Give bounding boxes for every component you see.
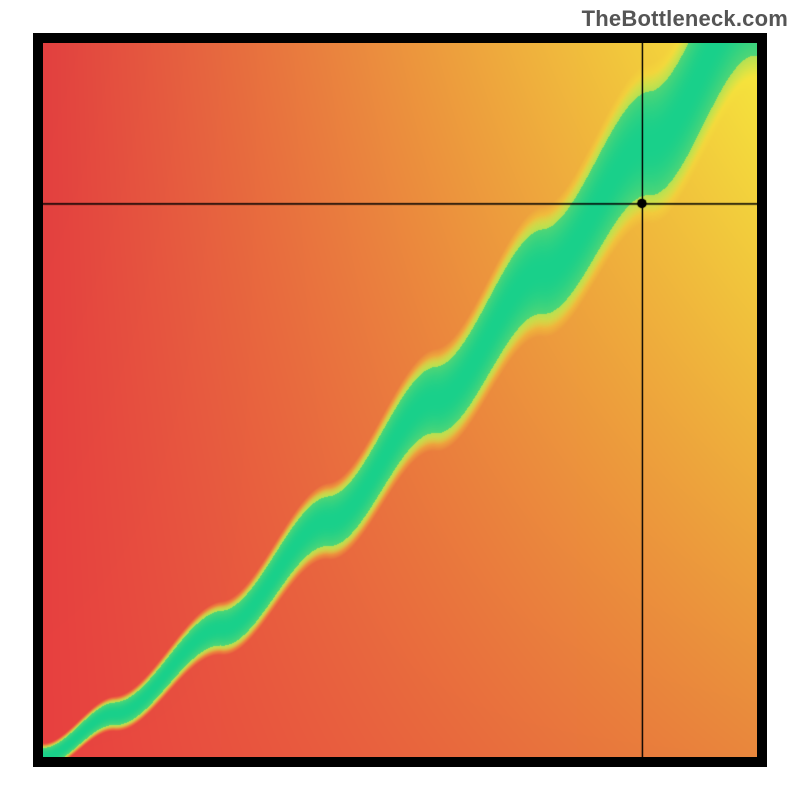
heatmap-frame	[33, 33, 767, 767]
watermark: TheBottleneck.com	[582, 6, 788, 32]
figure-container: TheBottleneck.com	[0, 0, 800, 800]
crosshair-overlay	[33, 33, 767, 767]
